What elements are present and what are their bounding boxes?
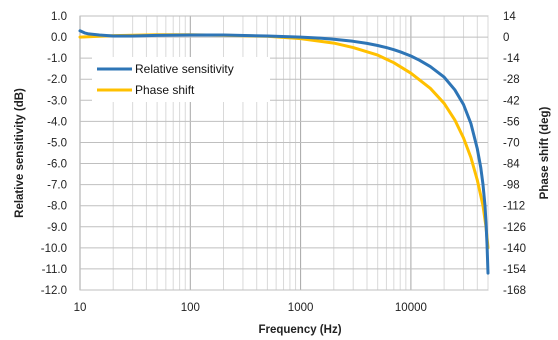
y-tick-label: -5.0 bbox=[47, 137, 67, 149]
y-tick-label: 0.0 bbox=[51, 32, 67, 44]
y-tick-label: -3.0 bbox=[47, 95, 67, 107]
y2-tick-label: -140 bbox=[503, 243, 526, 255]
y2-tick-labels: 14 0 -14 -28 -42 -56 -70 -84 -98 -112 -126 -140 -154… bbox=[503, 11, 527, 297]
y-tick-label: -10.0 bbox=[41, 243, 67, 255]
y2-tick-label: -84 bbox=[503, 159, 520, 171]
y-tick-label: -4.0 bbox=[47, 116, 67, 128]
y2-tick-label: -168 bbox=[503, 285, 526, 297]
legend-label-relative-sensitivity: Relative sensitivity bbox=[135, 62, 234, 76]
y-tick-label: -11.0 bbox=[42, 264, 67, 276]
x-tick-label: 10000 bbox=[395, 302, 427, 314]
x-tick-labels: 10 100 1000 10000 bbox=[74, 302, 427, 314]
legend-background bbox=[92, 57, 270, 102]
y-axis-title: Relative sensitivity (dB) bbox=[14, 88, 26, 218]
y2-tick-label: -154 bbox=[503, 264, 527, 276]
y2-tick-label: -28 bbox=[503, 74, 520, 86]
y-tick-label: -6.0 bbox=[47, 159, 67, 171]
legend-label-phase-shift: Phase shift bbox=[135, 83, 195, 97]
x-axis-title: Frequency (Hz) bbox=[258, 324, 341, 336]
y2-tick-label: -42 bbox=[503, 95, 520, 107]
y-tick-label: -12.0 bbox=[41, 285, 67, 297]
y-tick-labels: 1.0 0.0 -1.0 -2.0 -3.0 -4.0 -5.0 -6.0 -7.0 -8.0 -9… bbox=[41, 11, 67, 297]
x-tick-label: 10 bbox=[74, 302, 87, 314]
series bbox=[78, 29, 490, 275]
y2-axis-title: Phase shift (deg) bbox=[539, 107, 551, 200]
y2-tick-label: 0 bbox=[503, 32, 509, 44]
y2-tick-label: 14 bbox=[503, 11, 516, 23]
x-tick-label: 1000 bbox=[288, 302, 314, 314]
y2-tick-label: -14 bbox=[503, 53, 520, 65]
y-tick-label: -2.0 bbox=[47, 74, 67, 86]
series-line-relative-sensitivity bbox=[78, 29, 490, 275]
y2-tick-label: -70 bbox=[503, 137, 520, 149]
y2-tick-label: -112 bbox=[503, 201, 525, 213]
y-tick-label: -7.0 bbox=[47, 180, 67, 192]
y2-tick-label: -126 bbox=[503, 222, 526, 234]
y-tick-label: 1.0 bbox=[51, 11, 67, 23]
y-tick-label: -8.0 bbox=[47, 201, 67, 213]
legend: Relative sensitivity Phase shift bbox=[92, 57, 270, 102]
y-tick-label: -1.0 bbox=[47, 53, 67, 65]
y2-tick-label: -56 bbox=[503, 116, 520, 128]
y2-tick-label: -98 bbox=[503, 180, 520, 192]
y-tick-label: -9.0 bbox=[47, 222, 67, 234]
x-tick-label: 100 bbox=[181, 302, 200, 314]
